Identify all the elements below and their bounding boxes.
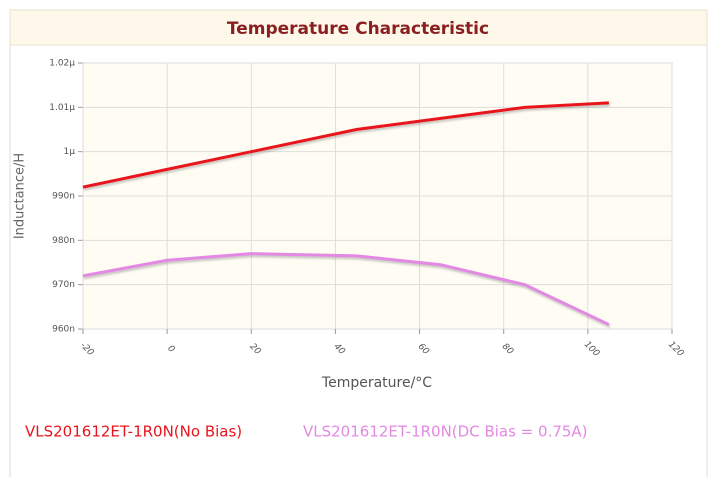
series-line — [82, 252, 610, 326]
y-tick-label: 970n — [52, 280, 75, 290]
y-axis-title: Inductance/H — [13, 153, 28, 239]
y-tick-label: 1.02µ — [49, 59, 75, 69]
y-tick-label: 960n — [52, 325, 75, 335]
y-tick-label: 1µ — [64, 147, 76, 157]
y-tick-label: 980n — [52, 236, 75, 246]
y-tick-label: 1.01µ — [49, 103, 75, 113]
x-axis-title: Temperature/°C — [321, 375, 432, 391]
legend-entry: VLS201612ET-1R0N(No Bias) — [25, 423, 242, 441]
y-tick-label: 990n — [52, 192, 75, 202]
series-line — [82, 101, 609, 189]
x-tick-label: 0 — [165, 344, 176, 355]
title-bar — [9, 9, 708, 46]
legend-entry: VLS201612ET-1R0N(DC Bias = 0.75A) — [303, 423, 588, 441]
chart-title: Temperature Characteristic — [227, 19, 489, 39]
